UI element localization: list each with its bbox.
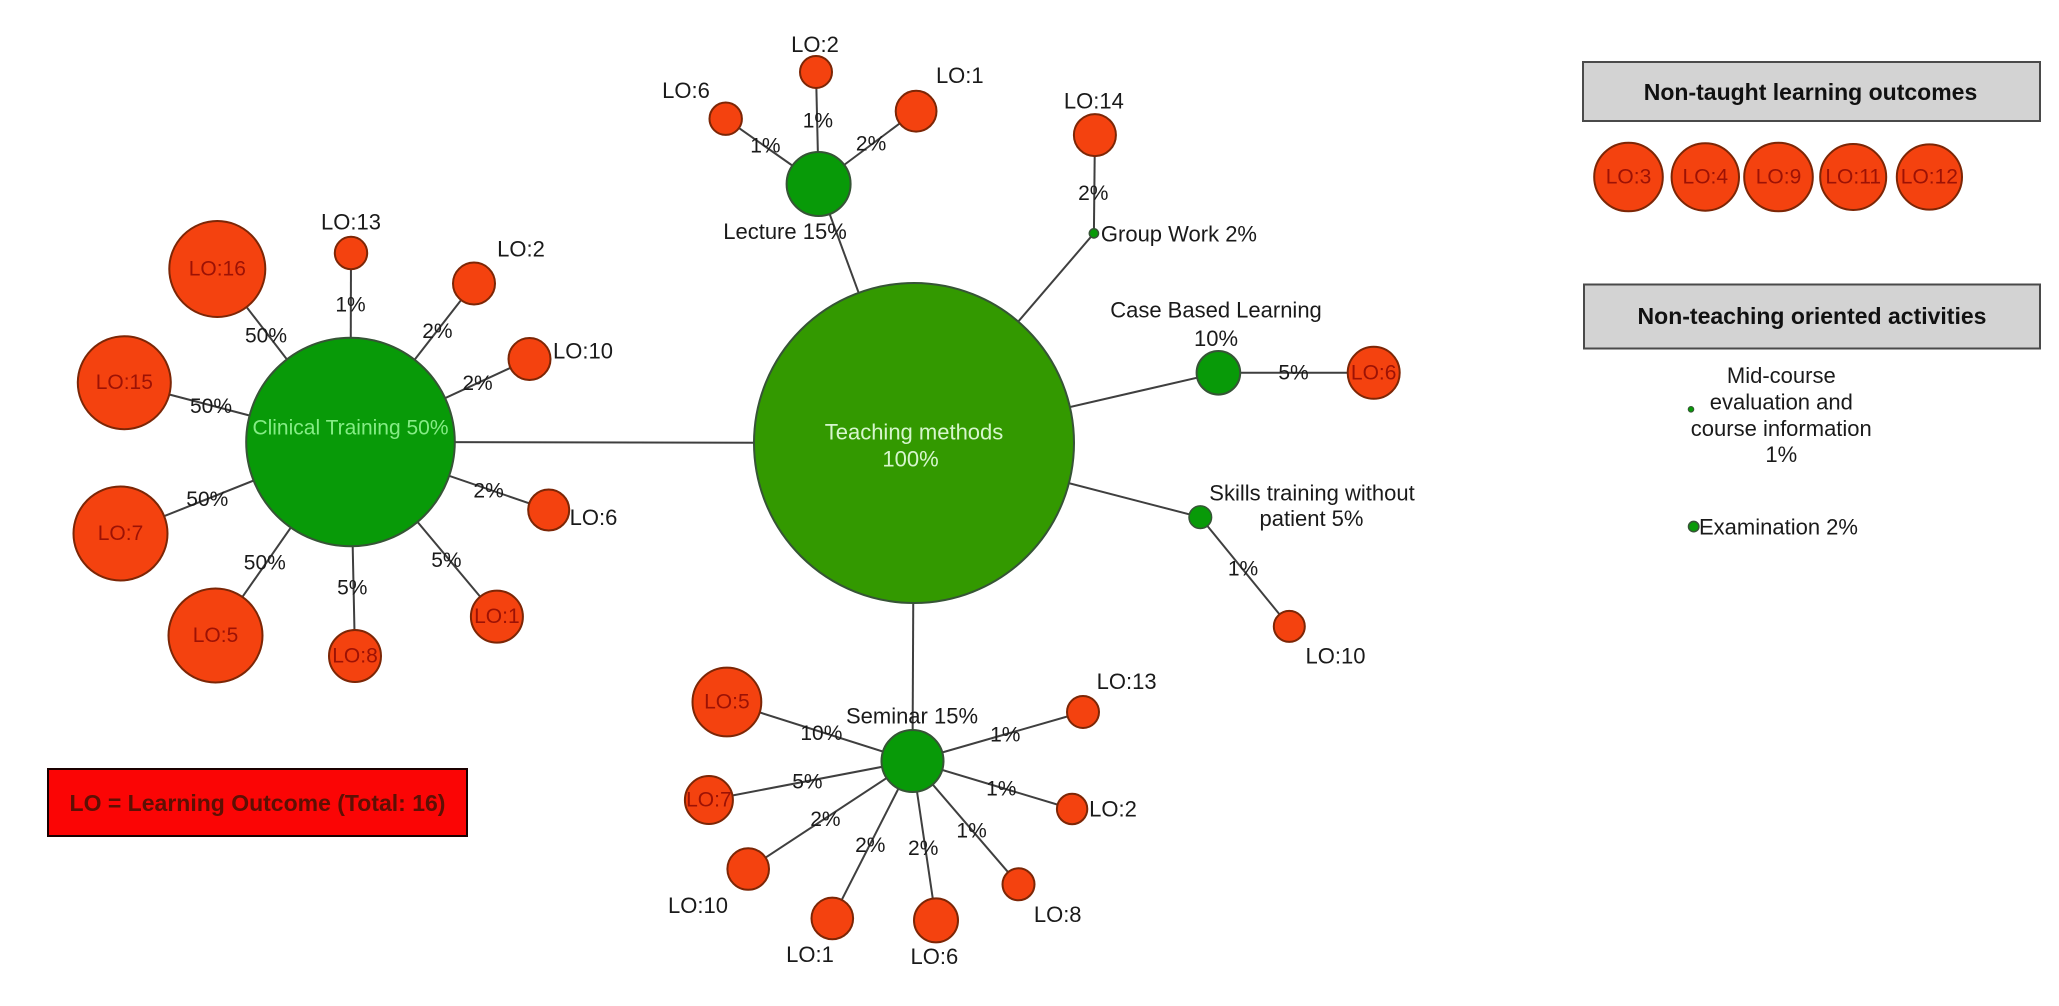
svg-text:LO:4: LO:4 [1683,166,1729,189]
svg-text:LO:12: LO:12 [1901,166,1958,189]
svg-text:5%: 5% [431,549,461,572]
svg-text:1%: 1% [335,294,365,317]
svg-text:2%: 2% [810,808,840,831]
svg-text:1%: 1% [1228,557,1258,580]
svg-text:LO = Learning Outcome (Total:: LO = Learning Outcome (Total: 16) [70,790,446,816]
svg-text:1%: 1% [956,820,986,843]
svg-text:course information: course information [1691,416,1872,441]
svg-text:LO:3: LO:3 [1606,166,1652,189]
svg-text:LO:7: LO:7 [98,522,144,545]
svg-text:5%: 5% [337,577,367,600]
svg-text:LO:13: LO:13 [1097,669,1157,694]
svg-text:Mid-course: Mid-course [1727,363,1836,388]
svg-text:10%: 10% [1194,326,1238,351]
svg-text:Teaching methods: Teaching methods [825,420,1004,445]
svg-text:Clinical Training 50%: Clinical Training 50% [252,417,448,440]
svg-text:LO:16: LO:16 [189,258,246,281]
svg-text:50%: 50% [245,325,287,348]
svg-text:evaluation and: evaluation and [1710,390,1853,415]
svg-text:2%: 2% [473,479,503,502]
svg-text:LO:7: LO:7 [686,789,732,812]
svg-text:LO:8: LO:8 [1034,902,1082,927]
svg-text:Examination 2%: Examination 2% [1699,515,1858,540]
svg-text:Skills training without: Skills training without [1209,480,1414,505]
svg-text:LO:13: LO:13 [321,210,381,235]
svg-text:1%: 1% [750,135,780,158]
svg-text:5%: 5% [792,771,822,794]
svg-text:LO:11: LO:11 [1825,166,1881,189]
svg-text:LO:10: LO:10 [553,339,613,364]
svg-text:Lecture 15%: Lecture 15% [723,219,847,244]
svg-text:1%: 1% [803,110,833,133]
svg-text:LO:10: LO:10 [668,893,728,918]
svg-text:Non-taught learning outcomes: Non-taught learning outcomes [1644,79,1978,105]
svg-text:LO:1: LO:1 [474,605,520,628]
svg-text:Seminar 15%: Seminar 15% [846,704,978,729]
svg-text:10%: 10% [800,722,842,745]
svg-text:5%: 5% [1278,362,1308,385]
svg-text:LO:6: LO:6 [1351,361,1397,384]
svg-text:Non-teaching oriented activiti: Non-teaching oriented activities [1638,303,1987,329]
svg-text:1%: 1% [990,724,1020,747]
svg-text:LO:2: LO:2 [1089,797,1137,822]
svg-text:2%: 2% [908,837,938,860]
svg-text:LO:5: LO:5 [704,691,750,714]
svg-text:LO:5: LO:5 [193,624,239,647]
svg-text:Group Work 2%: Group Work 2% [1101,221,1257,246]
svg-text:2%: 2% [462,372,492,395]
svg-text:LO:14: LO:14 [1064,89,1124,114]
svg-text:LO:6: LO:6 [570,505,618,530]
svg-text:2%: 2% [1078,182,1108,205]
svg-text:LO:10: LO:10 [1306,643,1366,668]
svg-text:LO:1: LO:1 [936,63,984,88]
svg-text:2%: 2% [856,133,886,156]
svg-text:LO:9: LO:9 [1756,166,1802,189]
svg-text:LO:2: LO:2 [791,32,839,57]
svg-text:LO:1: LO:1 [786,942,834,967]
svg-text:LO:2: LO:2 [497,237,545,262]
svg-text:LO:15: LO:15 [96,371,153,394]
svg-text:LO:6: LO:6 [911,944,959,969]
svg-text:2%: 2% [422,320,452,343]
svg-text:Case Based Learning: Case Based Learning [1110,298,1322,323]
svg-text:100%: 100% [882,447,938,472]
svg-text:LO:6: LO:6 [662,78,710,103]
svg-text:50%: 50% [244,552,286,575]
svg-text:1%: 1% [1765,442,1797,467]
svg-text:50%: 50% [190,395,232,418]
svg-text:50%: 50% [186,488,228,511]
svg-text:1%: 1% [986,778,1016,801]
svg-text:2%: 2% [855,834,885,857]
svg-text:patient 5%: patient 5% [1260,506,1364,531]
svg-text:LO:8: LO:8 [332,645,378,668]
